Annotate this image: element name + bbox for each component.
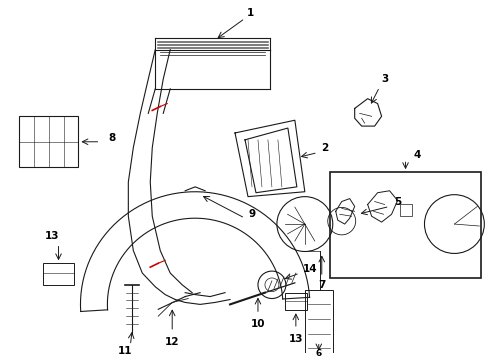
Text: 3: 3 (380, 74, 387, 84)
Text: 12: 12 (164, 337, 179, 347)
Text: 1: 1 (246, 8, 253, 18)
Bar (285, 293, 306, 310)
Text: 5: 5 (393, 197, 400, 207)
Text: 6: 6 (315, 350, 321, 359)
Text: 10: 10 (250, 319, 264, 329)
Text: 8: 8 (108, 133, 116, 143)
Text: 4: 4 (413, 150, 420, 161)
Bar (19, 116, 78, 167)
Bar (304, 290, 332, 354)
Text: 2: 2 (321, 143, 328, 153)
Text: 14: 14 (302, 264, 317, 274)
Bar (42, 263, 74, 285)
Text: 9: 9 (248, 209, 255, 219)
Bar (399, 204, 411, 216)
Bar (329, 172, 480, 278)
Text: 13: 13 (288, 334, 303, 344)
Text: 13: 13 (45, 231, 60, 241)
Text: 11: 11 (118, 346, 132, 356)
Text: 7: 7 (317, 280, 325, 290)
